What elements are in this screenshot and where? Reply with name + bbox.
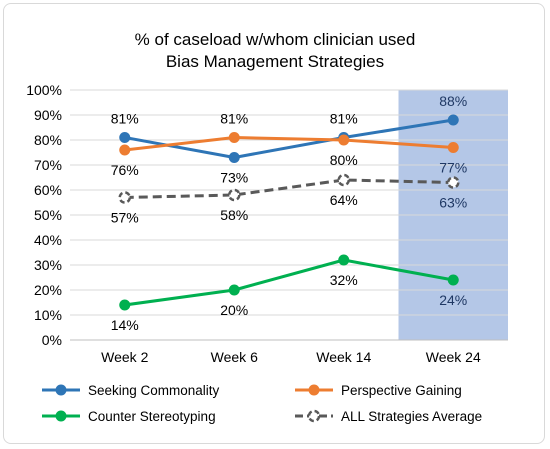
legend-swatch-marker <box>307 409 321 423</box>
data-label-perspective-gaining: 77% <box>439 160 467 176</box>
series-line-seeking-commonality <box>124 118 454 159</box>
data-label-all-strategies-average: 57% <box>111 210 139 226</box>
data-label-seeking-commonality: 81% <box>330 111 358 127</box>
y-tick-label: 30% <box>34 257 62 273</box>
x-category-label: Week 2 <box>101 349 148 365</box>
y-tick-label: 0% <box>42 332 62 348</box>
data-point-all-strategies-average <box>118 191 131 204</box>
legend-item-seeking-commonality: Seeking Commonality <box>42 383 220 398</box>
y-tick-label: 60% <box>34 182 62 198</box>
chart-title-line-2: Bias Management Strategies <box>166 52 384 71</box>
data-point-counter-stereotyping <box>119 299 131 311</box>
legend-label: ALL Strategies Average <box>341 409 482 424</box>
data-point-perspective-gaining <box>119 144 131 156</box>
data-point-perspective-gaining <box>228 132 240 143</box>
series-line-counter-stereotyping <box>124 258 454 307</box>
series-line-all-strategies-average <box>124 178 454 199</box>
y-tick-label: 80% <box>34 132 62 148</box>
x-category-label: Week 14 <box>316 349 371 365</box>
data-point-perspective-gaining <box>447 142 459 153</box>
data-point-seeking-commonality <box>228 152 240 163</box>
data-point-all-strategies-average <box>228 188 241 202</box>
y-tick-label: 10% <box>34 307 62 323</box>
series-line-perspective-gaining <box>124 136 454 152</box>
x-category-label: Week 24 <box>426 349 481 365</box>
data-point-counter-stereotyping <box>228 284 240 296</box>
data-point-counter-stereotyping <box>447 274 459 286</box>
data-label-seeking-commonality: 81% <box>111 111 139 127</box>
legend-swatch-marker <box>308 384 320 396</box>
data-label-seeking-commonality: 88% <box>439 93 467 109</box>
y-tick-label: 70% <box>34 157 62 173</box>
data-label-perspective-gaining: 81% <box>220 111 248 127</box>
y-tick-label: 100% <box>26 82 62 98</box>
data-label-all-strategies-average: 58% <box>220 207 248 223</box>
legend-label: Counter Stereotyping <box>88 409 216 424</box>
legend-swatch-marker <box>55 384 67 396</box>
legend-label: Seeking Commonality <box>88 383 220 398</box>
data-point-counter-stereotyping <box>338 254 350 266</box>
y-tick-label: 90% <box>34 107 62 123</box>
data-label-perspective-gaining: 80% <box>330 152 358 168</box>
data-label-counter-stereotyping: 14% <box>111 317 139 333</box>
data-label-counter-stereotyping: 20% <box>220 302 248 318</box>
data-point-all-strategies-average <box>447 176 460 189</box>
data-point-seeking-commonality <box>447 114 459 126</box>
data-label-all-strategies-average: 63% <box>439 195 467 211</box>
data-point-perspective-gaining <box>338 134 350 146</box>
legend-item-counter-stereotyping: Counter Stereotyping <box>42 409 216 424</box>
legend-label: Perspective Gaining <box>341 383 462 398</box>
chart-title-line-1: % of caseload w/whom clinician used <box>135 30 416 49</box>
data-label-seeking-commonality: 73% <box>220 170 248 186</box>
data-label-perspective-gaining: 76% <box>111 162 139 178</box>
y-tick-label: 50% <box>34 207 62 223</box>
data-label-all-strategies-average: 64% <box>330 192 358 208</box>
legend-item-perspective-gaining: Perspective Gaining <box>295 383 462 398</box>
legend-swatch-marker <box>55 410 67 422</box>
x-category-label: Week 6 <box>211 349 258 365</box>
data-point-all-strategies-average <box>337 173 350 187</box>
y-tick-label: 40% <box>34 232 62 248</box>
data-label-counter-stereotyping: 24% <box>439 292 467 308</box>
data-label-counter-stereotyping: 32% <box>330 272 358 288</box>
data-point-seeking-commonality <box>119 132 131 143</box>
legend-item-all-strategies-average: ALL Strategies Average <box>295 409 482 424</box>
y-tick-label: 20% <box>34 282 62 298</box>
